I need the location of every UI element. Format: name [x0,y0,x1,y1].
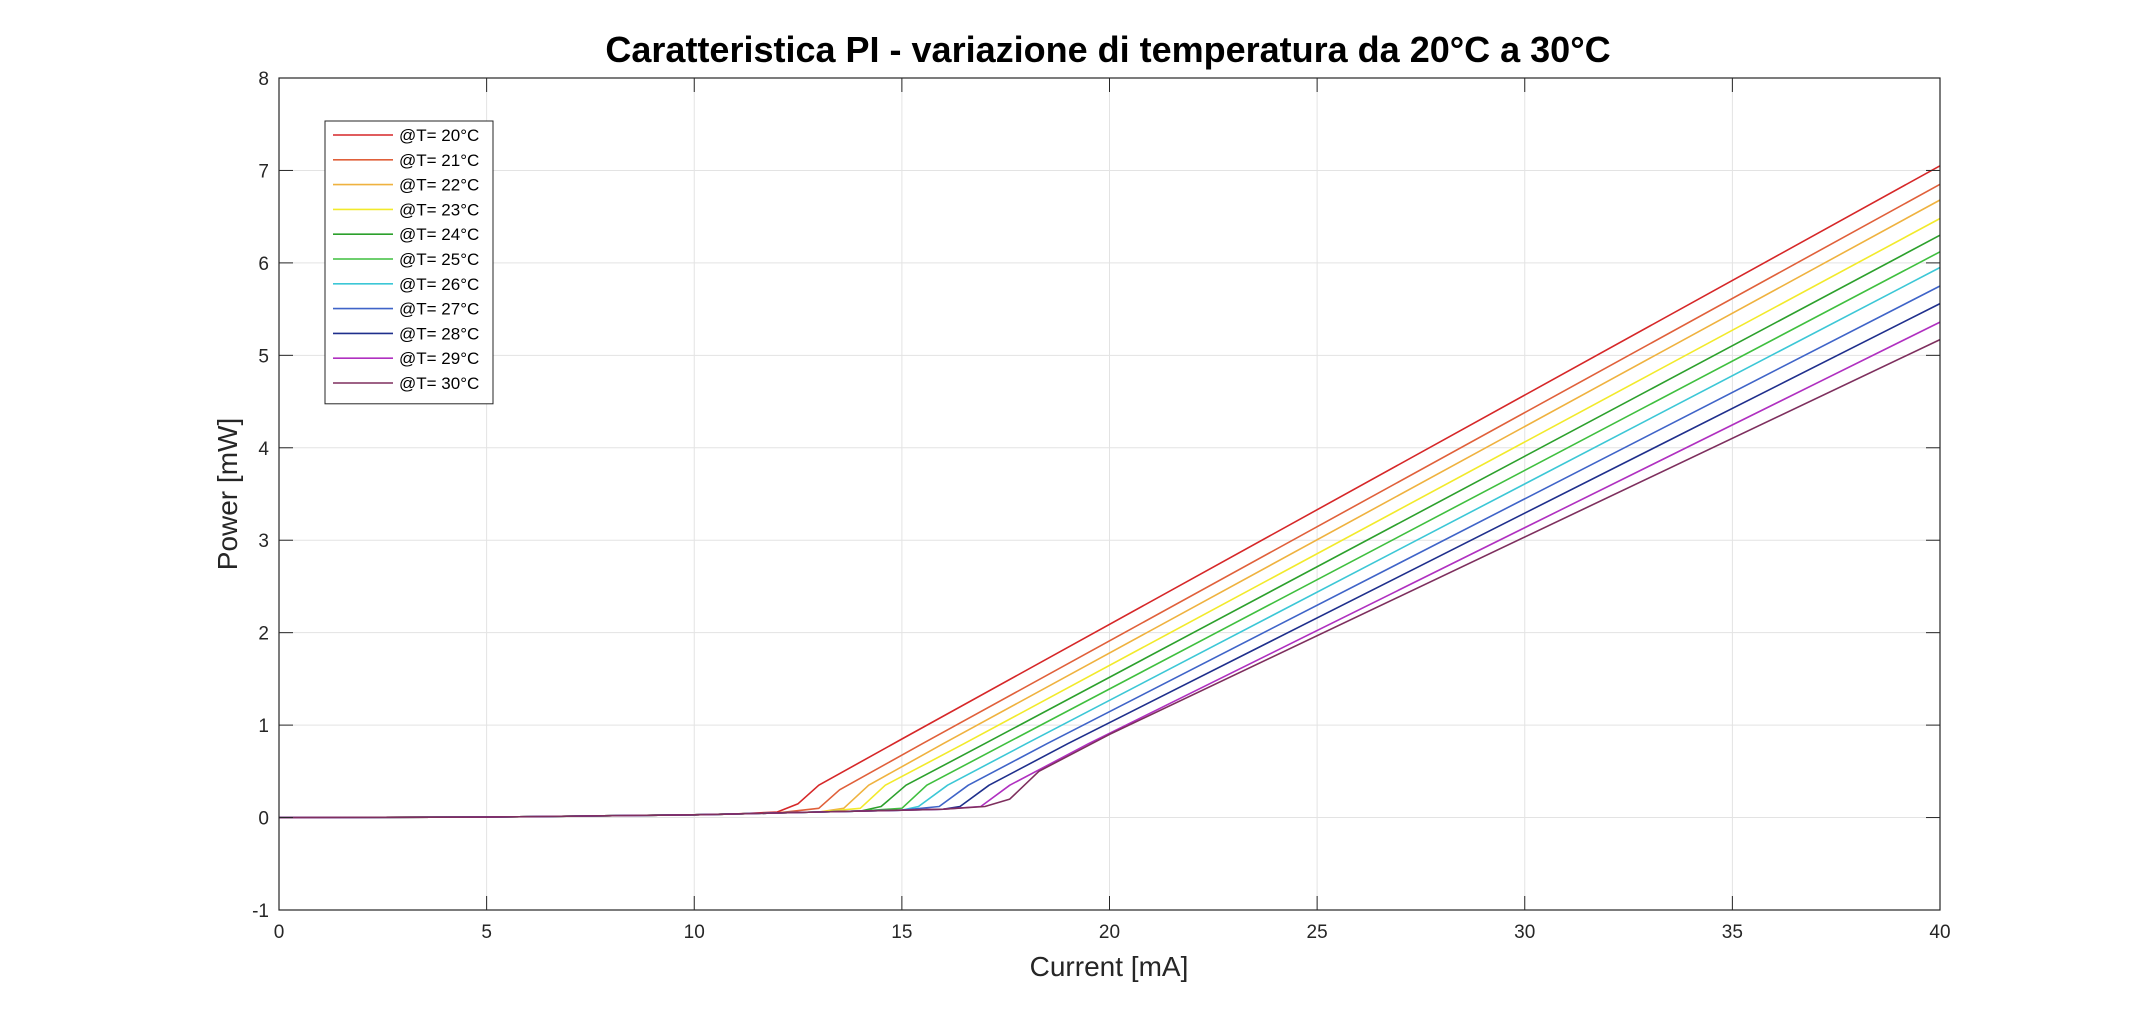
legend-entry-label: @T= 21°C [399,151,479,170]
x-tick-label: 10 [684,922,705,943]
legend-entry-label: @T= 27°C [399,300,479,319]
y-tick-label: 5 [258,346,269,367]
x-tick-label: 25 [1307,922,1328,943]
series-lines [278,165,1941,819]
series-line-11 [278,338,1941,819]
x-tick-label: 0 [274,922,285,943]
legend-entry-label: @T= 24°C [399,225,479,244]
y-tick-label: 2 [258,624,269,645]
y-tick-label: 7 [258,161,269,182]
x-tick-label: 35 [1722,922,1743,943]
x-tick-label: 40 [1929,922,1950,943]
legend-entry-label: @T= 22°C [399,176,479,195]
legend-entry-label: @T= 25°C [399,250,479,269]
y-tick-label: -1 [252,901,269,922]
legend-entry-label: @T= 23°C [399,200,479,219]
x-tick-label: 5 [481,922,492,943]
legend-entry-label: @T= 26°C [399,275,479,294]
x-tick-label: 20 [1099,922,1120,943]
y-tick-label: 1 [258,716,269,737]
legend-entry-label: @T= 20°C [399,126,479,145]
y-tick-label: 0 [258,809,269,830]
legend-box [324,120,494,405]
y-axis-label: Power [mW] [212,418,243,570]
x-axis-label: Current [mA] [1030,951,1189,982]
legend-entry-label: @T= 29°C [399,349,479,368]
legend-entry-label: @T= 28°C [399,324,479,343]
x-tick-label: 15 [891,922,912,943]
y-tick-label: 8 [258,69,269,90]
legend: @T= 20°C @T= 21°C @T= 22°C @T= 23°C @T= 24°C… [324,120,494,405]
x-tick-label: 30 [1514,922,1535,943]
chart-title: Caratteristica PI - variazione di temper… [605,29,1610,70]
y-tick-label: 3 [258,531,269,552]
y-tick-label: 6 [258,254,269,275]
y-tick-label: 4 [258,439,269,460]
legend-entry-label: @T= 30°C [399,374,479,393]
